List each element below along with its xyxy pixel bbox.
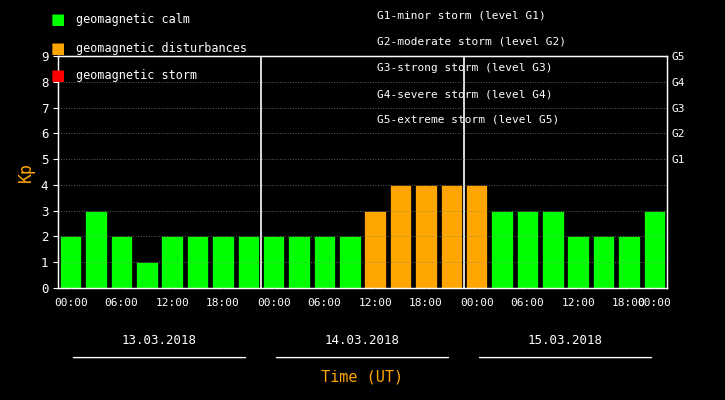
- Text: geomagnetic calm: geomagnetic calm: [76, 14, 190, 26]
- Bar: [415, 185, 436, 288]
- Bar: [441, 185, 462, 288]
- Text: ■: ■: [51, 40, 65, 56]
- Text: G1-minor storm (level G1): G1-minor storm (level G1): [377, 11, 546, 21]
- Bar: [289, 236, 310, 288]
- Bar: [568, 236, 589, 288]
- Y-axis label: Kp: Kp: [17, 162, 36, 182]
- Bar: [162, 236, 183, 288]
- Bar: [339, 236, 360, 288]
- Text: geomagnetic disturbances: geomagnetic disturbances: [76, 42, 247, 54]
- Text: 13.03.2018: 13.03.2018: [122, 334, 197, 347]
- Bar: [644, 211, 665, 288]
- Text: 14.03.2018: 14.03.2018: [325, 334, 400, 347]
- Text: G4-severe storm (level G4): G4-severe storm (level G4): [377, 89, 552, 99]
- Bar: [187, 236, 208, 288]
- Text: geomagnetic storm: geomagnetic storm: [76, 70, 197, 82]
- Bar: [390, 185, 411, 288]
- Bar: [263, 236, 284, 288]
- Bar: [212, 236, 233, 288]
- Text: G3-strong storm (level G3): G3-strong storm (level G3): [377, 63, 552, 73]
- Bar: [136, 262, 157, 288]
- Bar: [60, 236, 81, 288]
- Bar: [111, 236, 132, 288]
- Bar: [593, 236, 614, 288]
- Bar: [466, 185, 487, 288]
- Text: ■: ■: [51, 68, 65, 84]
- Bar: [618, 236, 639, 288]
- Text: 15.03.2018: 15.03.2018: [528, 334, 603, 347]
- Bar: [314, 236, 335, 288]
- Bar: [86, 211, 107, 288]
- Bar: [517, 211, 538, 288]
- Text: Time (UT): Time (UT): [321, 369, 404, 384]
- Text: G5-extreme storm (level G5): G5-extreme storm (level G5): [377, 115, 559, 125]
- Bar: [365, 211, 386, 288]
- Bar: [542, 211, 563, 288]
- Text: G2-moderate storm (level G2): G2-moderate storm (level G2): [377, 37, 566, 47]
- Text: ■: ■: [51, 12, 65, 28]
- Bar: [492, 211, 513, 288]
- Bar: [238, 236, 259, 288]
